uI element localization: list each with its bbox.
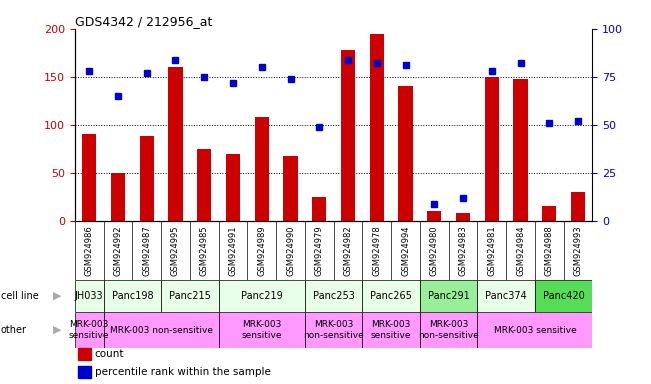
Text: Panc215: Panc215 [169, 291, 211, 301]
Text: GSM924989: GSM924989 [257, 225, 266, 276]
Bar [75, 280, 104, 312]
Text: count: count [95, 349, 124, 359]
Bar [477, 312, 592, 348]
Text: MRK-003
sensitive: MRK-003 sensitive [242, 320, 282, 340]
Text: GSM924993: GSM924993 [574, 225, 583, 276]
Text: GSM924991: GSM924991 [229, 225, 238, 276]
Text: Panc253: Panc253 [312, 291, 355, 301]
Text: Panc420: Panc420 [543, 291, 585, 301]
Text: percentile rank within the sample: percentile rank within the sample [95, 367, 271, 377]
Bar [427, 211, 441, 221]
Text: Panc198: Panc198 [111, 291, 153, 301]
Bar [514, 79, 528, 221]
Bar [456, 213, 470, 221]
Text: MRK-003
sensitive: MRK-003 sensitive [69, 320, 109, 340]
Text: GSM924990: GSM924990 [286, 225, 295, 276]
Bar [305, 312, 363, 348]
Bar [535, 280, 592, 312]
Bar [255, 117, 269, 221]
Bar [477, 280, 535, 312]
Text: other: other [1, 325, 27, 335]
Bar [283, 156, 298, 221]
Bar [139, 136, 154, 221]
Text: GSM924983: GSM924983 [458, 225, 467, 276]
Text: Panc374: Panc374 [485, 291, 527, 301]
Bar [75, 312, 104, 348]
Bar [77, 348, 90, 360]
Text: ▶: ▶ [53, 325, 62, 335]
Text: Panc291: Panc291 [428, 291, 469, 301]
Bar [104, 280, 161, 312]
Text: MRK-003
non-sensitive: MRK-003 non-sensitive [419, 320, 479, 340]
Text: GSM924985: GSM924985 [200, 225, 209, 276]
Text: MRK-003
sensitive: MRK-003 sensitive [371, 320, 411, 340]
Bar [197, 149, 212, 221]
Bar [363, 312, 420, 348]
Bar [226, 154, 240, 221]
Text: GSM924988: GSM924988 [545, 225, 554, 276]
Bar [571, 192, 585, 221]
Text: MRK-003
non-sensitive: MRK-003 non-sensitive [303, 320, 364, 340]
Text: ▶: ▶ [53, 291, 62, 301]
Text: GSM924986: GSM924986 [85, 225, 94, 276]
Bar [77, 366, 90, 378]
Text: Panc219: Panc219 [241, 291, 283, 301]
Text: GSM924994: GSM924994 [401, 225, 410, 276]
Text: GSM924987: GSM924987 [143, 225, 151, 276]
Bar [420, 312, 477, 348]
Text: Panc265: Panc265 [370, 291, 412, 301]
Text: GSM924981: GSM924981 [488, 225, 496, 276]
Bar [82, 134, 96, 221]
Text: GSM924982: GSM924982 [344, 225, 352, 276]
Bar [169, 67, 183, 221]
Bar [104, 312, 219, 348]
Bar [398, 86, 413, 221]
Text: JH033: JH033 [75, 291, 104, 301]
Bar [363, 280, 420, 312]
Text: MRK-003 non-sensitive: MRK-003 non-sensitive [109, 326, 213, 334]
Text: GSM924980: GSM924980 [430, 225, 439, 276]
Text: MRK-003 sensitive: MRK-003 sensitive [493, 326, 576, 334]
Bar [484, 77, 499, 221]
Bar [420, 280, 477, 312]
Text: GSM924978: GSM924978 [372, 225, 381, 276]
Text: GSM924995: GSM924995 [171, 225, 180, 276]
Bar [370, 33, 384, 221]
Bar [161, 280, 219, 312]
Text: GSM924992: GSM924992 [113, 225, 122, 276]
Text: GSM924984: GSM924984 [516, 225, 525, 276]
Text: GSM924979: GSM924979 [315, 225, 324, 276]
Bar [312, 197, 326, 221]
Text: cell line: cell line [1, 291, 38, 301]
Bar [542, 207, 557, 221]
Bar [111, 173, 125, 221]
Bar [305, 280, 363, 312]
Bar [219, 280, 305, 312]
Bar [219, 312, 305, 348]
Bar [341, 50, 355, 221]
Text: GDS4342 / 212956_at: GDS4342 / 212956_at [75, 15, 212, 28]
